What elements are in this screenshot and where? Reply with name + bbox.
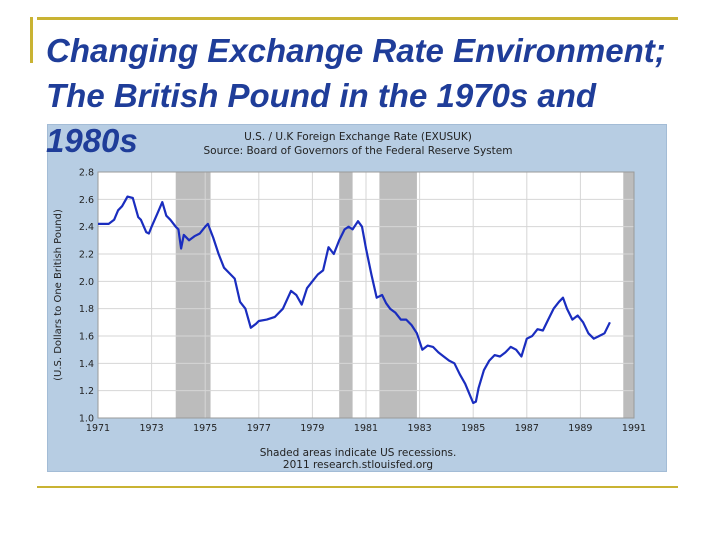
- x-tick-label: 1977: [247, 423, 271, 434]
- series-line-exusuk: [98, 195, 611, 405]
- plot-frame: [97, 171, 635, 419]
- chart-subtitle: Source: Board of Governors of the Federa…: [204, 145, 513, 157]
- slide-title: Changing Exchange Rate Environment; The …: [46, 32, 666, 159]
- y-tick-label: 1.4: [79, 359, 94, 370]
- exchange-rate-chart: U.S. / U.K Foreign Exchange Rate (EXUSUK…: [53, 131, 646, 471]
- x-tick-label: 1971: [86, 423, 110, 434]
- y-tick-label: 2.6: [79, 195, 94, 206]
- y-axis-label: (U.S. Dollars to One British Pound): [53, 209, 64, 381]
- left-accent-rule: [30, 17, 33, 63]
- x-tick-label: 1981: [354, 423, 378, 434]
- x-tick-label: 1989: [568, 423, 592, 434]
- chart-footer-source: 2011 research.stlouisfed.org: [283, 459, 433, 471]
- y-tick-label: 2.8: [79, 168, 94, 179]
- bottom-rule: [37, 486, 678, 488]
- x-tick-label: 1991: [622, 423, 646, 434]
- x-tick-label: 1975: [193, 423, 217, 434]
- recession-band: [379, 172, 417, 418]
- x-tick-label: 1987: [515, 423, 539, 434]
- y-tick-label: 2.2: [79, 250, 94, 261]
- y-tick-label: 1.0: [79, 414, 94, 425]
- chart-footer-note: Shaded areas indicate US recessions.: [260, 447, 457, 459]
- y-tick-label: 2.0: [79, 277, 94, 288]
- y-tick-label: 1.2: [79, 386, 94, 397]
- x-tick-label: 1983: [408, 423, 432, 434]
- x-tick-label: 1973: [140, 423, 164, 434]
- chart-panel: U.S. / U.K Foreign Exchange Rate (EXUSUK…: [48, 125, 666, 471]
- y-tick-label: 1.6: [79, 332, 94, 343]
- x-tick-label: 1985: [461, 423, 485, 434]
- chart-title: U.S. / U.K Foreign Exchange Rate (EXUSUK…: [244, 131, 472, 143]
- top-rule: [37, 17, 678, 20]
- recession-band: [623, 172, 634, 418]
- x-tick-label: 1979: [300, 423, 324, 434]
- y-tick-label: 2.4: [79, 222, 94, 233]
- recession-band: [339, 172, 353, 418]
- y-tick-label: 1.8: [79, 304, 94, 315]
